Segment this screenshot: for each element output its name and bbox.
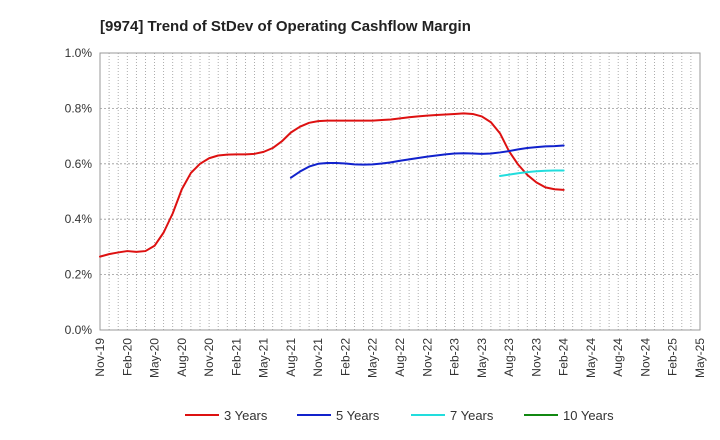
x-tick-label: Aug-22 — [393, 338, 407, 377]
y-tick-label: 0.4% — [65, 212, 93, 226]
plot-area-frame — [99, 52, 701, 331]
x-tick-label: May-23 — [475, 338, 489, 378]
y-axis: 0.0% 0.2% 0.4% 0.6% 0.8% 1.0% — [65, 46, 93, 337]
x-tick-label: May-25 — [693, 338, 707, 378]
x-tick-label: Aug-20 — [175, 338, 189, 377]
x-tick-label: Feb-24 — [557, 338, 571, 376]
x-tick-label: May-24 — [584, 338, 598, 378]
x-tick-label: Nov-19 — [93, 338, 107, 377]
x-axis: Nov-19 Feb-20 May-20 Aug-20 Nov-20 Feb-21 May-… — [93, 338, 707, 378]
y-tick-label: 0.8% — [65, 101, 93, 115]
y-tick-label: 1.0% — [65, 46, 93, 60]
x-tick-label: Feb-23 — [448, 338, 462, 376]
legend: 3 Years 5 Years 7 Years 10 Years — [185, 408, 614, 423]
y-tick-label: 0.0% — [65, 323, 93, 337]
legend-label: 7 Years — [450, 408, 494, 423]
y-tick-label: 0.6% — [65, 157, 93, 171]
legend-label: 3 Years — [224, 408, 268, 423]
grid — [100, 53, 700, 330]
x-tick-label: Feb-22 — [338, 338, 352, 376]
series-line-7-years — [499, 169, 565, 177]
x-tick-label: May-21 — [257, 338, 271, 378]
x-tick-label: Aug-21 — [284, 338, 298, 377]
x-tick-label: Feb-20 — [120, 338, 134, 376]
legend-label: 5 Years — [336, 408, 380, 423]
x-tick-label: Nov-24 — [638, 338, 652, 377]
x-tick-label: Nov-21 — [311, 338, 325, 377]
x-tick-label: Aug-24 — [611, 338, 625, 377]
x-tick-label: Nov-23 — [529, 338, 543, 377]
y-tick-label: 0.2% — [65, 268, 93, 282]
series-line-3-years — [99, 112, 565, 258]
x-tick-label: Feb-25 — [666, 338, 680, 376]
x-tick-label: Aug-23 — [502, 338, 516, 377]
series-line-5-years — [289, 144, 565, 179]
x-tick-label: May-22 — [366, 338, 380, 378]
series-lines — [99, 112, 565, 258]
x-tick-label: Nov-20 — [202, 338, 216, 377]
x-tick-label: Feb-21 — [229, 338, 243, 376]
legend-label: 10 Years — [563, 408, 614, 423]
x-tick-label: Nov-22 — [420, 338, 434, 377]
chart-title: [9974] Trend of StDev of Operating Cashf… — [100, 18, 471, 35]
x-tick-label: May-20 — [148, 338, 162, 378]
